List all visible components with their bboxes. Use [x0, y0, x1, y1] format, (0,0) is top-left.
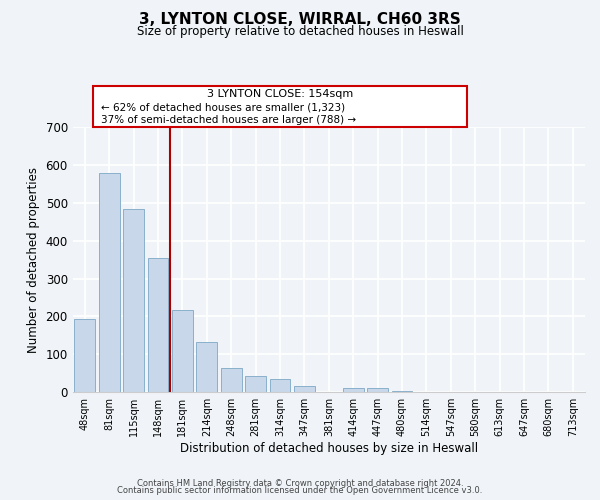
Text: Contains public sector information licensed under the Open Government Licence v3: Contains public sector information licen… [118, 486, 482, 495]
Bar [74, 319, 95, 392]
Bar [245, 376, 266, 392]
FancyBboxPatch shape [93, 86, 467, 127]
Text: ← 62% of detached houses are smaller (1,323): ← 62% of detached houses are smaller (1,… [101, 102, 345, 113]
Text: 3 LYNTON CLOSE: 154sqm: 3 LYNTON CLOSE: 154sqm [207, 90, 353, 100]
Bar [343, 388, 364, 392]
Bar [269, 380, 290, 392]
Bar [294, 386, 315, 392]
Y-axis label: Number of detached properties: Number of detached properties [27, 166, 40, 352]
Text: Size of property relative to detached houses in Heswall: Size of property relative to detached ho… [137, 25, 463, 38]
Bar [196, 342, 217, 392]
Bar [172, 310, 193, 392]
Bar [392, 390, 412, 392]
Bar [99, 174, 119, 392]
Bar [148, 258, 169, 392]
Text: 3, LYNTON CLOSE, WIRRAL, CH60 3RS: 3, LYNTON CLOSE, WIRRAL, CH60 3RS [139, 12, 461, 28]
Bar [221, 368, 242, 392]
Text: 37% of semi-detached houses are larger (788) →: 37% of semi-detached houses are larger (… [101, 115, 356, 125]
Bar [367, 388, 388, 392]
Bar [123, 209, 144, 392]
X-axis label: Distribution of detached houses by size in Heswall: Distribution of detached houses by size … [180, 442, 478, 455]
Text: Contains HM Land Registry data © Crown copyright and database right 2024.: Contains HM Land Registry data © Crown c… [137, 478, 463, 488]
